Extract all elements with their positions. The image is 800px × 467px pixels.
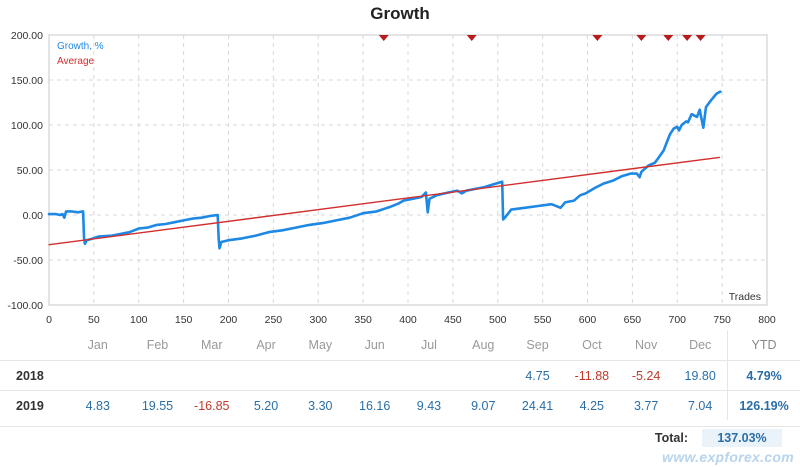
deal-marker: [695, 35, 706, 41]
month-header: Jan: [87, 338, 108, 352]
month-value: [402, 361, 456, 391]
y-tick-label: 150.00: [11, 75, 43, 87]
month-value: [293, 361, 347, 391]
month-header: Apr: [256, 338, 276, 352]
grid-lines: [48, 34, 768, 306]
month-value: 4.25: [579, 398, 604, 413]
year-row: 2018 4.75 -11.88 -5.24 19.80 4.79%: [0, 360, 800, 391]
months-header-row: Jan Feb Mar Apr May Jun Jul Aug Sep Oct …: [0, 330, 800, 361]
month-value: 4.83: [85, 398, 110, 413]
x-tick-label: 350: [354, 314, 372, 326]
x-tick-label: 700: [668, 314, 686, 326]
month-header: May: [308, 338, 333, 352]
month-value: -11.88: [574, 368, 610, 383]
series-lines: [47, 90, 722, 250]
ytd-value: 126.19%: [727, 390, 800, 420]
month-header: Oct: [582, 338, 602, 352]
x-tick-label: 800: [758, 314, 776, 326]
x-tick-label: 400: [399, 314, 417, 326]
x-tick-label: 550: [534, 314, 552, 326]
year-label: 2019: [16, 398, 44, 413]
legend-entry: Growth, %: [57, 41, 104, 52]
growth-chart: 0 50 100 150 200 250 300 350 400 450 500 550 600 650 7…: [7, 30, 776, 326]
y-tick-label: -100.00: [7, 300, 43, 312]
month-value: 3.77: [633, 398, 659, 413]
x-tick-label: 650: [624, 314, 642, 326]
month-value: 19.80: [684, 368, 716, 383]
x-tick-label: 250: [265, 314, 283, 326]
month-value: 4.75: [525, 368, 550, 383]
month-value: 9.07: [471, 398, 496, 413]
month-value: 9.43: [416, 398, 442, 413]
month-value: 16.16: [359, 398, 391, 413]
month-header: Jun: [364, 338, 385, 352]
watermark-text: www.expforex.com: [662, 449, 794, 465]
x-tick-label: 500: [489, 314, 507, 326]
month-value: 3.30: [308, 398, 333, 413]
month-value: 5.20: [253, 398, 279, 413]
growth-line: [47, 90, 722, 250]
deal-marker: [466, 35, 477, 41]
month-header: Dec: [689, 338, 712, 352]
month-value: [65, 361, 130, 391]
month-value: 19.55: [141, 398, 174, 413]
month-value: -16.85: [194, 398, 230, 413]
deal-marker: [682, 35, 693, 41]
y-tick-label: 0.00: [23, 210, 44, 222]
y-tick-label: 100.00: [11, 120, 43, 132]
month-value: 7.04: [688, 398, 713, 413]
deal-marker: [636, 35, 647, 41]
average-line: [48, 156, 721, 246]
x-tick-label: 450: [444, 314, 462, 326]
x-tick-label: 0: [46, 314, 52, 326]
month-header: Aug: [472, 338, 495, 352]
axes: 0 50 100 150 200 250 300 350 400 450 500 550 600 650 7…: [7, 30, 776, 326]
total-row: Total: 137.03%: [0, 426, 800, 447]
monthly-returns-table: Jan Feb Mar Apr May Jun Jul Aug Sep Oct …: [0, 330, 800, 420]
month-header: Jul: [420, 338, 437, 352]
ytd-header: YTD: [727, 330, 800, 361]
chart-title: Growth: [370, 4, 430, 23]
x-tick-label: 50: [88, 314, 100, 326]
x-tick-label: 200: [220, 314, 238, 326]
y-tick-label: 50.00: [17, 165, 43, 177]
month-value: [239, 361, 293, 391]
total-value: 137.03%: [702, 429, 782, 447]
month-value: [130, 361, 184, 391]
month-value: [456, 361, 510, 391]
deal-marker: [592, 35, 603, 41]
deal-marker: [663, 35, 674, 41]
month-value: [185, 361, 239, 391]
year-label: 2018: [16, 368, 44, 383]
month-header: Feb: [146, 338, 169, 352]
year-header: [0, 330, 65, 361]
x-tick-label: 300: [309, 314, 327, 326]
x-axis-label: Trades: [729, 291, 761, 303]
year-row: 2019 4.83 19.55 -16.85 5.20 3.30 16.16 9.43 9.07…: [0, 390, 800, 420]
x-tick-label: 100: [130, 314, 148, 326]
legend-entry: Average: [57, 56, 95, 67]
deal-markers: [378, 35, 706, 41]
ytd-value: 4.79%: [727, 360, 800, 391]
month-value: -5.24: [631, 368, 661, 383]
month-header: Sep: [526, 338, 549, 352]
deal-marker: [378, 35, 389, 41]
month-value: [348, 361, 402, 391]
total-label: Total:: [654, 431, 688, 445]
month-header: Nov: [635, 338, 658, 352]
y-tick-label: -50.00: [13, 255, 43, 267]
month-value: 24.41: [521, 398, 554, 413]
x-tick-label: 600: [579, 314, 597, 326]
y-tick-label: 200.00: [11, 30, 43, 42]
x-tick-label: 750: [713, 314, 731, 326]
x-tick-label: 150: [175, 314, 193, 326]
month-header: Mar: [200, 338, 223, 352]
legend: Growth, % Average: [57, 41, 104, 67]
